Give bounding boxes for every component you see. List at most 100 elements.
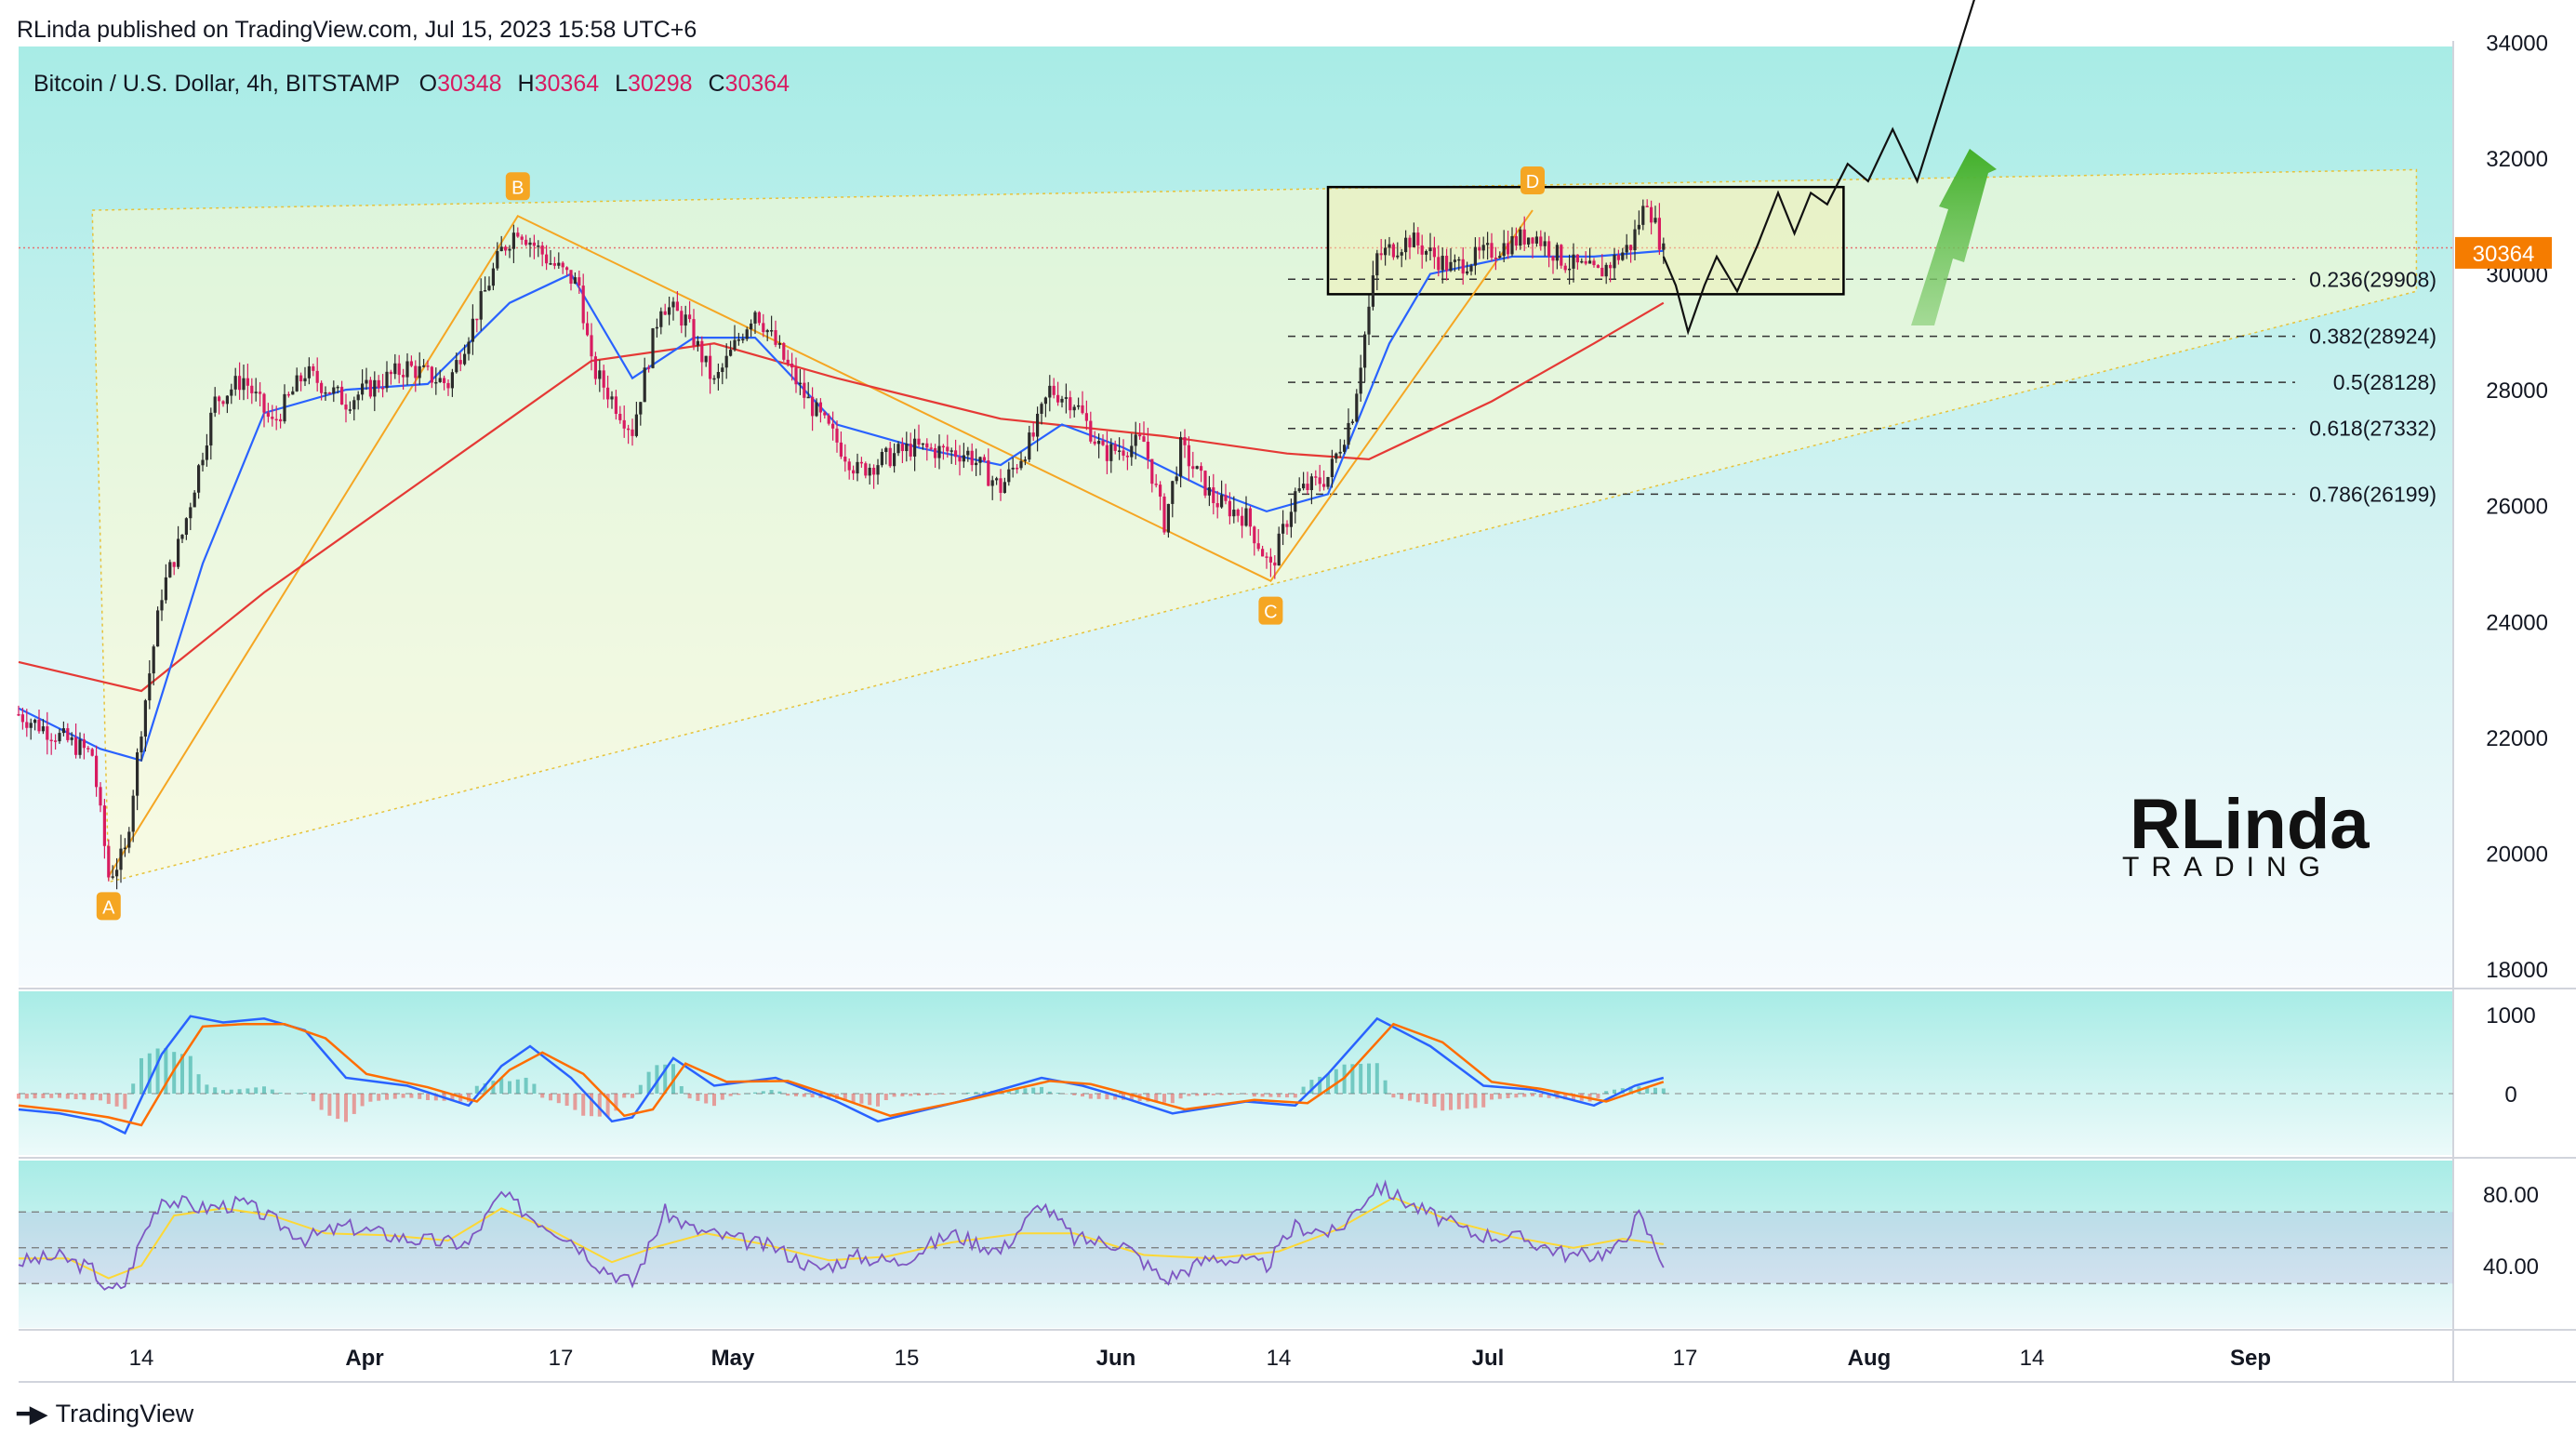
macd-histogram-bar — [1424, 1094, 1428, 1105]
candle-body — [463, 353, 467, 365]
candle-body — [1101, 441, 1105, 445]
macd-histogram-bar — [1415, 1094, 1420, 1103]
candle-body — [774, 330, 777, 345]
candle-body — [602, 370, 605, 388]
time-axis-tick: 14 — [1267, 1346, 1292, 1371]
candle-body — [569, 270, 573, 285]
candle-body — [361, 383, 365, 395]
macd-histogram-bar — [401, 1094, 405, 1098]
candle-body — [598, 370, 602, 379]
time-axis-tick: Jul — [1472, 1346, 1505, 1371]
candle-body — [1547, 241, 1551, 257]
candle-body — [958, 457, 962, 462]
candle-body — [1363, 334, 1367, 368]
candle-body — [852, 470, 856, 474]
candle-body — [561, 262, 564, 268]
candle-body — [917, 438, 921, 445]
macd-histogram-bar — [745, 1094, 750, 1095]
candle-body — [1060, 398, 1064, 403]
candle-body — [1338, 451, 1342, 454]
candle-body — [777, 342, 781, 345]
candle-body — [1179, 437, 1183, 477]
candle-body — [1637, 224, 1640, 230]
candle-body — [729, 350, 733, 356]
macd-histogram-bar — [17, 1094, 20, 1099]
candle-body — [803, 382, 806, 398]
candle-body — [753, 312, 757, 324]
candle-body — [737, 339, 740, 341]
candle-body — [1302, 484, 1306, 489]
candle-body — [1268, 556, 1272, 563]
macd-histogram-bar — [924, 1094, 929, 1095]
candle-body — [402, 375, 405, 378]
macd-histogram-bar — [196, 1074, 201, 1094]
candle-body — [1473, 246, 1477, 266]
time-axis-tick: 17 — [549, 1346, 574, 1371]
candle-body — [1023, 459, 1027, 461]
macd-histogram-bar — [1113, 1094, 1118, 1100]
candle-body — [446, 382, 450, 389]
candle-body — [33, 719, 37, 724]
candle-body — [279, 418, 283, 422]
macd-histogram-bar — [1334, 1069, 1338, 1094]
candle-body — [1449, 261, 1453, 272]
macd-histogram-bar — [1081, 1094, 1084, 1097]
high-label: H — [518, 71, 535, 97]
candle-body — [1519, 229, 1522, 246]
macd-histogram-bar — [1383, 1080, 1388, 1094]
candle-body — [1064, 397, 1068, 399]
candle-body — [1297, 488, 1301, 492]
candle-body — [381, 387, 385, 390]
time-axis-tick: 15 — [895, 1346, 920, 1371]
candle-body — [1350, 421, 1354, 423]
candle-body — [119, 848, 123, 870]
candle-body — [20, 714, 24, 723]
candle-body — [671, 301, 675, 308]
macd-histogram-bar — [1367, 1063, 1371, 1094]
candle-body — [1159, 485, 1162, 497]
candle-body — [1072, 406, 1076, 411]
candle-body — [1007, 469, 1011, 483]
macd-histogram-bar — [712, 1094, 716, 1107]
candle-body — [291, 391, 295, 395]
candle-body — [438, 378, 442, 382]
candle-body — [1568, 268, 1572, 271]
fib-level-label: 0.236(29908) — [2309, 267, 2437, 291]
time-axis-tick: Jun — [1096, 1346, 1136, 1371]
macd-histogram-bar — [1661, 1088, 1666, 1094]
candle-body — [651, 328, 655, 368]
candle-body — [1125, 455, 1129, 458]
candle-body — [1514, 235, 1518, 246]
candle-body — [508, 248, 511, 251]
macd-histogram-bar — [802, 1094, 806, 1097]
macd-histogram-bar — [622, 1094, 627, 1098]
macd-histogram-bar — [1293, 1094, 1297, 1098]
candle-body — [434, 381, 438, 384]
candle-body — [1048, 385, 1052, 398]
macd-histogram-bar — [810, 1094, 815, 1098]
candle-body — [724, 355, 728, 368]
candle-body — [1379, 253, 1383, 256]
rsi-pane — [18, 1179, 2453, 1291]
macd-histogram-bar — [876, 1094, 880, 1107]
candle-body — [1662, 243, 1666, 250]
logo-line2: TRADING — [2122, 852, 2332, 883]
low-value: 30298 — [628, 71, 693, 97]
candle-body — [524, 239, 528, 246]
macd-histogram-bar — [786, 1094, 790, 1096]
candle-body — [1220, 495, 1224, 508]
macd-histogram-bar — [205, 1084, 209, 1094]
macd-histogram-bar — [687, 1094, 692, 1099]
candle-body — [1256, 543, 1260, 550]
candle-body — [1560, 245, 1563, 266]
macd-histogram-bar — [311, 1094, 315, 1102]
candle-body — [639, 402, 643, 415]
time-axis-tick: Aug — [1848, 1346, 1892, 1371]
close-value: 30364 — [725, 71, 790, 97]
candle-body — [733, 339, 737, 351]
macd-histogram-bar — [581, 1094, 586, 1116]
macd-histogram-bar — [1653, 1087, 1657, 1094]
candle-body — [1212, 487, 1215, 504]
candle-body — [614, 396, 617, 415]
